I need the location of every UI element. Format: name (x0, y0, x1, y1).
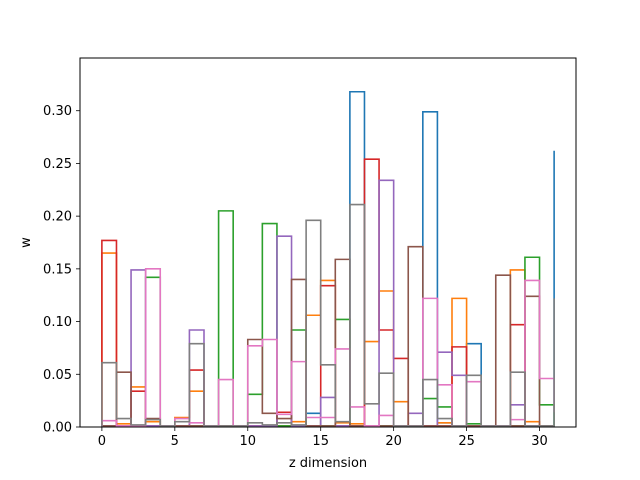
y-tick-label: 0.10 (43, 315, 72, 330)
x-axis-label: z dimension (289, 456, 367, 471)
x-tick-label: 25 (458, 434, 475, 449)
x-tick-label: 0 (98, 434, 106, 449)
axes-frame (79, 57, 577, 428)
y-tick-label: 0.15 (43, 262, 72, 277)
x-tick-label: 5 (171, 434, 179, 449)
y-tick-label: 0.05 (43, 368, 72, 383)
x-tick-label: 10 (239, 434, 256, 449)
y-axis-ticks: 0.00 0.05 0.10 0.15 0.20 0.25 0.30 (43, 104, 80, 436)
y-axis-label: w (19, 237, 34, 248)
y-tick-label: 0.25 (43, 157, 72, 172)
y-tick-label: 0.20 (43, 210, 72, 225)
x-tick-label: 30 (531, 434, 548, 449)
y-tick-label: 0.00 (43, 421, 72, 436)
series-7-step-line (101, 203, 555, 427)
x-tick-label: 20 (385, 434, 402, 449)
y-tick-label: 0.30 (43, 104, 72, 119)
x-tick-label: 15 (312, 434, 329, 449)
x-axis-ticks: 0 5 10 15 20 25 30 (98, 427, 548, 449)
plot-area (101, 90, 555, 427)
